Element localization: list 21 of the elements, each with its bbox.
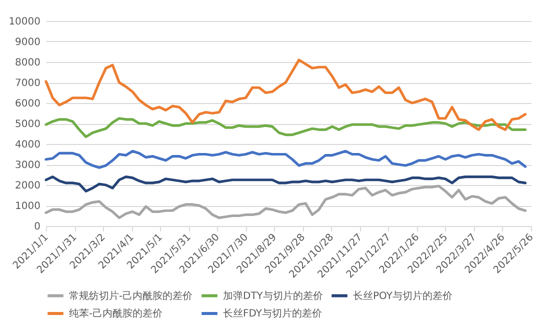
legend-label: 纯苯-己内酰胺的差价: [69, 308, 163, 320]
y-tick-label: 10000: [8, 16, 40, 28]
y-tick-label: 4000: [15, 140, 40, 150]
legend-label: 长丝POY与切片的差价: [353, 290, 452, 302]
line-series: [44, 58, 527, 131]
line-series: [44, 150, 527, 169]
legend-label: 长丝FDY与切片的差价: [223, 308, 322, 320]
y-tick-label: 2000: [15, 180, 40, 192]
y-tick-label: 5000: [15, 119, 40, 130]
y-tick-label: 1000: [15, 201, 40, 212]
line-series: [44, 117, 527, 138]
y-tick-label: 0: [34, 222, 40, 232]
y-tick-label: 6000: [15, 98, 40, 110]
legend-label: 加弹DTY与切片的差价: [223, 290, 323, 302]
y-tick-label: 7000: [15, 78, 40, 89]
line-series: [44, 184, 527, 220]
legend-label: 常规纺切片-己内酰胺的差价: [69, 290, 193, 302]
line-series: [44, 176, 527, 192]
y-tick-label: 8000: [15, 58, 40, 68]
y-tick-label: 9000: [15, 37, 40, 48]
y-tick-label: 3000: [15, 160, 40, 171]
